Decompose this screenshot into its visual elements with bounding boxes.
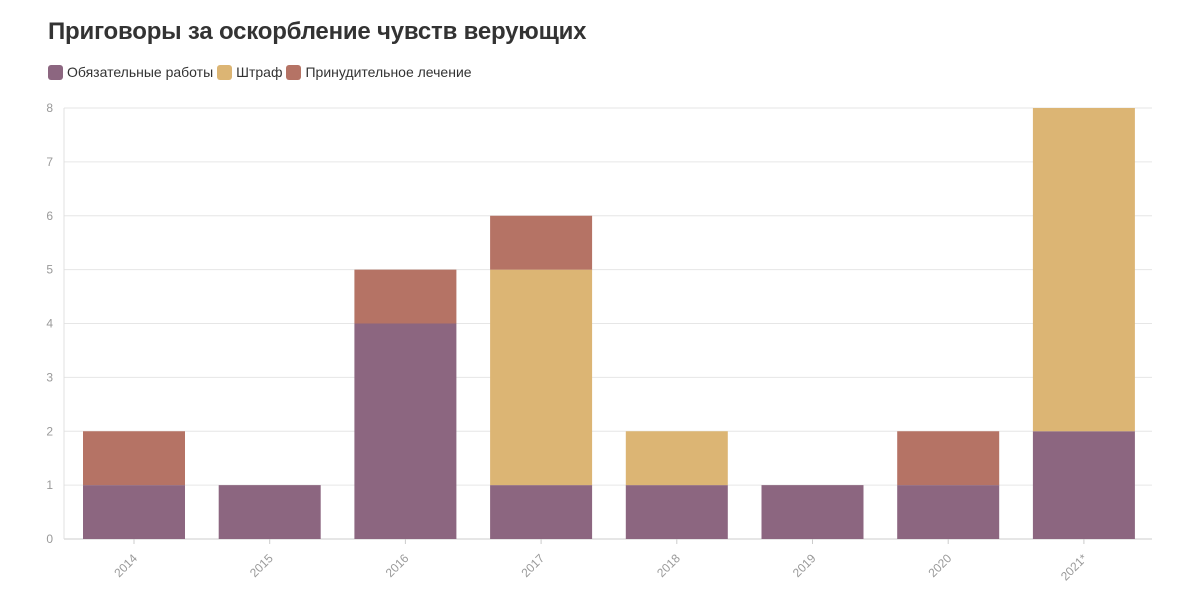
y-tick-label: 1: [46, 478, 53, 492]
bar-2017-series-2[interactable]: [490, 215, 593, 270]
y-tick-label: 5: [46, 263, 53, 277]
chart-title: Приговоры за оскорбление чувств верующих: [48, 18, 587, 45]
bar-2014-series-0[interactable]: [83, 485, 185, 539]
legend-item-compulsory-treatment[interactable]: Принудительное лечение: [286, 64, 472, 80]
legend-swatch-community-service: [48, 64, 63, 80]
bar-2018-series-1[interactable]: [625, 431, 728, 486]
bar-2018-series-0[interactable]: [625, 485, 728, 539]
y-tick-label: 7: [46, 155, 53, 169]
y-tick-label: 6: [46, 209, 53, 223]
bar-2019-series-0[interactable]: [761, 485, 864, 539]
bar-2016-series-2[interactable]: [354, 269, 457, 324]
x-tick-label: 2018: [654, 551, 683, 580]
y-tick-label: 3: [46, 370, 53, 384]
bar-2015-series-0[interactable]: [218, 485, 321, 539]
y-tick-label: 2: [46, 424, 53, 438]
legend-label-fine: Штраф: [236, 64, 283, 80]
bar-2016-series-0[interactable]: [354, 323, 457, 540]
x-tick-label: 2019: [790, 551, 819, 580]
x-tick-label: 2020: [926, 551, 955, 580]
y-tick-label: 0: [46, 532, 53, 546]
x-tick-label: 2014: [111, 551, 140, 580]
bar-2020-series-0[interactable]: [897, 485, 1000, 539]
legend-item-fine[interactable]: Штраф: [217, 64, 282, 80]
legend-label-community-service: Обязательные работы: [67, 64, 214, 80]
legend-swatch-compulsory-treatment: [286, 64, 302, 80]
x-tick-label: 2016: [383, 551, 412, 580]
x-tick-label: 2015: [247, 551, 276, 580]
bar-2021*-series-1[interactable]: [1032, 108, 1135, 432]
legend-swatch-fine: [217, 64, 233, 80]
legend: Обязательные работы Штраф Принудительное…: [48, 64, 476, 80]
bar-2020-series-2[interactable]: [897, 431, 1000, 486]
legend-label-compulsory-treatment: Принудительное лечение: [305, 64, 472, 80]
bar-2017-series-1[interactable]: [490, 269, 593, 486]
bar-2021*-series-0[interactable]: [1032, 431, 1135, 539]
y-tick-label: 8: [46, 101, 53, 115]
y-tick-label: 4: [46, 317, 53, 331]
bar-2017-series-0[interactable]: [490, 485, 593, 539]
legend-item-community-service[interactable]: Обязательные работы: [48, 64, 213, 80]
bar-2014-series-2[interactable]: [83, 431, 185, 486]
x-tick-label: 2021*: [1058, 551, 1090, 583]
x-tick-label: 2017: [518, 551, 547, 580]
